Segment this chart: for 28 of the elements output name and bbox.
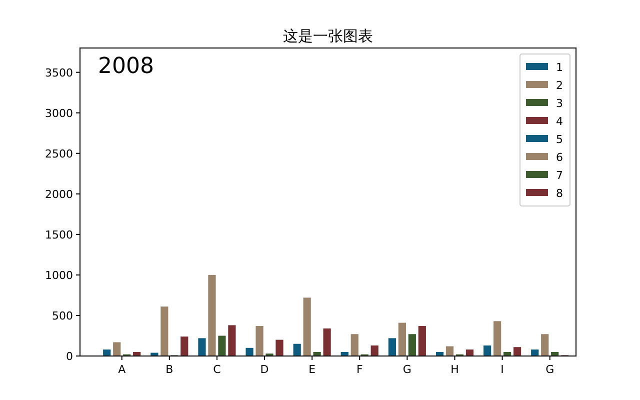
x-tick-label: H [450,363,459,376]
x-tick-label: E [308,363,316,376]
x-tick-label: A [118,363,126,376]
y-tick-label: 1000 [45,268,73,282]
legend-label: 6 [556,151,563,164]
y-tick-label: 2500 [45,147,73,160]
x-tick-label: I [500,363,504,376]
legend-label: 1 [556,61,563,74]
y-tick-label: 3500 [45,66,73,80]
chart-title: 这是一张图表 [283,27,373,45]
legend-label: 2 [556,79,563,92]
y-tick-label: 3000 [45,106,73,120]
x-tick-label: G [546,363,554,376]
x-tick-label: D [260,363,269,376]
y-tick-label: 500 [52,309,73,322]
legend-label: 7 [556,169,563,182]
legend-label: 3 [556,97,563,110]
annotation: 2008 [98,54,154,79]
legend-label: 5 [556,133,563,146]
x-tick-label: G [402,363,412,376]
legend-label: 4 [556,115,563,128]
y-tick-label: 0 [66,350,73,363]
y-tick-label: 1500 [45,228,73,242]
x-tick-label: F [356,363,363,376]
legend-label: 8 [556,187,563,200]
x-tick-label: C [213,363,222,376]
x-tick-label: B [166,363,174,376]
y-tick-label: 2000 [45,188,73,201]
